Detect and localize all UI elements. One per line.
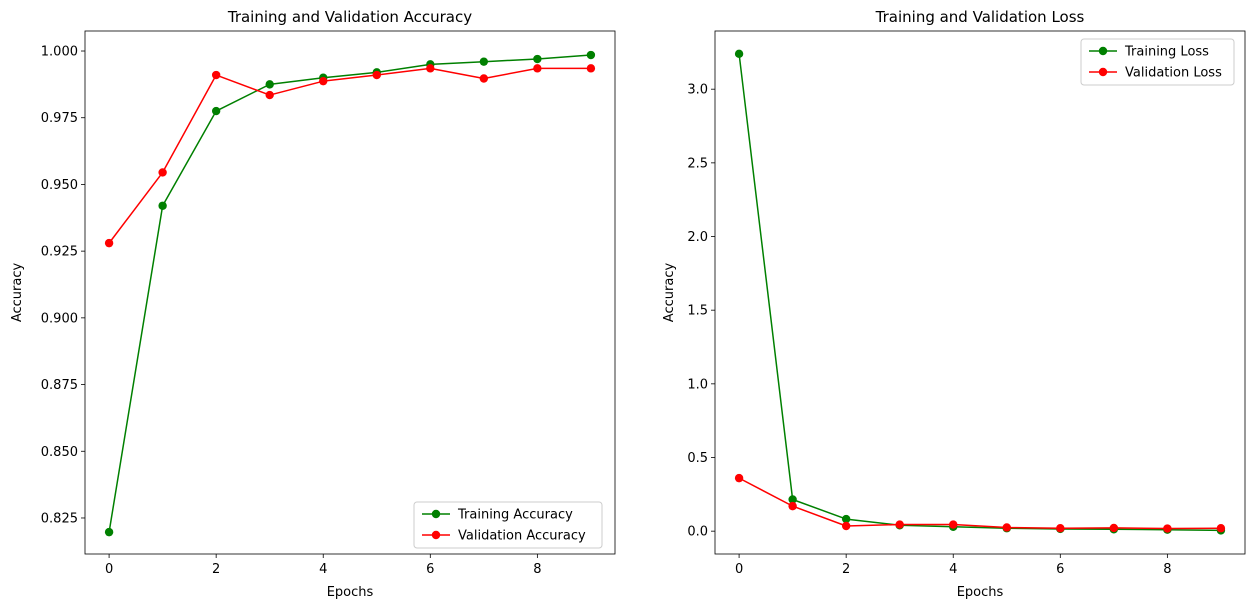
y-axis-label: Accuracy [662,263,677,323]
data-point [372,70,381,80]
legend-entry: Training Accuracy [457,508,573,523]
legend-entry: Validation Accuracy [458,529,586,544]
x-tick-label: 2 [842,562,850,577]
legend-entry: Validation Loss [1125,66,1222,81]
y-tick-label: 0.950 [41,178,78,193]
legend-marker [431,509,441,519]
data-point [841,514,851,524]
legend-marker [431,530,441,540]
legend-box [413,501,603,549]
data-point [1216,524,1226,533]
y-tick-label: 1.5 [687,304,708,319]
legend: Training Loss Validation Loss [1080,38,1235,86]
data-point [788,495,797,504]
data-point [211,70,221,80]
data-point [533,54,542,64]
x-axis-label: Epochs [327,585,374,600]
data-point [895,520,904,529]
plot-frame [714,30,1246,555]
y-tick-label: 2.0 [687,230,708,245]
data-point [158,201,167,210]
x-tick-label: 8 [533,562,541,577]
plot-frame [84,30,616,555]
legend: Training Accuracy Validation Accuracy [413,501,603,549]
x-tick-label: 0 [735,562,743,577]
data-point [104,238,114,248]
legend-entry: Training Loss [1124,45,1209,60]
y-tick-label: 0.0 [687,525,708,540]
data-point [479,74,489,83]
x-tick-label: 4 [949,562,957,577]
series-line-0 [738,53,1221,532]
y-axis-label: Accuracy [10,263,25,323]
data-point [479,57,489,66]
y-tick-label: 2.5 [687,156,708,171]
chart-title: Training and Validation Accuracy [227,8,472,26]
data-point [734,49,744,59]
data-point [426,64,435,73]
chart-title: Training and Validation Loss [875,8,1085,26]
y-tick-label: 0.925 [41,245,78,260]
x-tick-label: 0 [105,562,113,577]
legend-marker [1098,67,1108,77]
data-point [158,168,167,177]
data-point [949,520,958,529]
x-axis-label: Epochs [957,585,1004,600]
y-tick-label: 0.825 [41,511,78,526]
data-point [533,64,542,73]
series-line-1 [738,477,1221,530]
y-tick-label: 0.900 [41,311,78,326]
data-point [586,50,596,60]
legend-box [1080,38,1235,86]
data-point [265,90,274,100]
series-line-1 [108,67,591,244]
y-tick-label: 0.875 [41,378,78,393]
data-point [841,521,851,531]
x-tick-label: 6 [426,562,434,577]
data-point [788,501,797,511]
data-point [319,76,328,86]
data-point [211,106,221,116]
data-point [1109,523,1119,533]
data-point [1002,523,1011,532]
y-tick-label: 1.0 [687,377,708,392]
y-tick-label: 3.0 [687,83,708,98]
x-tick-label: 6 [1056,562,1064,577]
data-point [734,473,744,483]
series-line-0 [108,54,591,533]
data-point [1056,524,1065,533]
loss-chart: Training and Validation Loss 0 2 4 6 8 0.0 0.5 1… [662,8,1246,600]
y-tick-label: 0.850 [41,445,78,460]
x-tick-label: 2 [212,562,220,577]
y-tick-label: 1.000 [41,45,78,60]
x-tick-label: 4 [319,562,327,577]
data-point [265,80,274,89]
data-point [104,527,114,537]
accuracy-chart: Training and Validation Accuracy 0 2 4 6 8 0.8… [10,8,616,600]
legend-marker [1098,46,1108,56]
y-tick-label: 0.5 [687,451,708,466]
y-tick-label: 0.975 [41,111,78,126]
data-point [586,64,596,73]
data-point [1163,524,1172,533]
x-tick-label: 8 [1163,562,1171,577]
